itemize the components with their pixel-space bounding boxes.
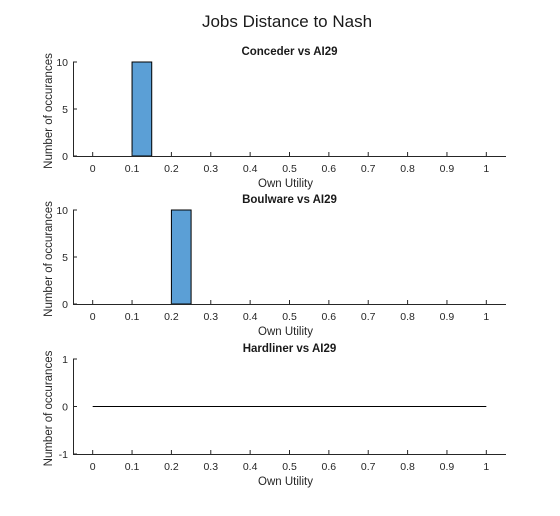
y-axis-label: Number of occurances	[43, 350, 55, 466]
x-tick-label: 0.1	[125, 311, 140, 323]
x-tick-label: 0.6	[322, 311, 337, 323]
x-tick-label: 0.4	[243, 461, 258, 473]
y-axis-label: Number of occurances	[43, 53, 55, 169]
x-tick-label: 0.7	[361, 461, 376, 473]
x-tick-label: 0.6	[322, 163, 337, 175]
subplot-2: Boulware vs AI29 0 0.1 0.2 0.3 0.4 0.5 0.6 0.7 0.…	[43, 194, 506, 338]
x-tick-label: 0.9	[440, 311, 455, 323]
y-tick-label: 5	[62, 252, 68, 264]
histogram-bar	[170, 209, 192, 305]
x-tick-label: 0.8	[400, 461, 415, 473]
x-tick-label: 0.5	[282, 461, 297, 473]
x-tick-label: 0.1	[125, 163, 140, 175]
x-tick-label: 0.3	[203, 163, 218, 175]
figure-title: Jobs Distance to Nash	[202, 12, 372, 31]
x-tick-label: 0.3	[203, 461, 218, 473]
y-axis-label: Number of occurances	[43, 201, 55, 317]
x-tick-label: 0	[90, 461, 96, 473]
y-tick-label: 0	[62, 151, 68, 163]
x-tick-label: 1	[483, 311, 489, 323]
y-tick-label: 0	[62, 299, 68, 311]
subplot-3: Hardliner vs AI29 0 0.1 0.2 0.3 0.4 0.5 0.6 0.7 0…	[43, 343, 506, 488]
subplot-title: Conceder vs AI29	[241, 46, 337, 58]
x-axis-label: Own Utility	[258, 326, 313, 338]
y-tick-label: 10	[56, 205, 68, 217]
x-tick-label: 0.2	[164, 311, 179, 323]
y-tick-label: 1	[62, 354, 68, 366]
x-tick-label: 0	[90, 311, 96, 323]
histogram-bar	[131, 61, 153, 157]
x-tick-label: 0.5	[282, 163, 297, 175]
x-tick-label: 0.4	[243, 163, 258, 175]
subplot-1: Conceder vs AI29 0 0.1 0.2 0.3 0.4 0.5 0.6 0.7 0.…	[43, 46, 506, 190]
x-tick-label: 0.8	[400, 311, 415, 323]
x-tick-label: 0	[90, 163, 96, 175]
y-tick-label: 0	[62, 402, 68, 414]
x-tick-label: 0.7	[361, 163, 376, 175]
x-axis-label: Own Utility	[258, 178, 313, 190]
x-tick-label: 0.3	[203, 311, 218, 323]
x-axis-label: Own Utility	[258, 476, 313, 488]
x-tick-label: 0.9	[440, 163, 455, 175]
x-tick-label: 1	[483, 163, 489, 175]
subplot-title: Hardliner vs AI29	[243, 343, 337, 355]
x-tick-label: 0.2	[164, 461, 179, 473]
x-tick-label: 0.1	[125, 461, 140, 473]
x-tick-label: 0.9	[440, 461, 455, 473]
x-tick-label: 0.8	[400, 163, 415, 175]
x-tick-label: 0.6	[322, 461, 337, 473]
y-tick-label: -1	[59, 449, 68, 461]
x-tick-label: 0.2	[164, 163, 179, 175]
y-tick-label: 5	[62, 104, 68, 116]
x-tick-label: 0.7	[361, 311, 376, 323]
x-tick-label: 0.4	[243, 311, 258, 323]
y-tick-label: 10	[56, 57, 68, 69]
x-tick-label: 1	[483, 461, 489, 473]
x-tick-label: 0.5	[282, 311, 297, 323]
subplot-title: Boulware vs AI29	[242, 194, 337, 206]
